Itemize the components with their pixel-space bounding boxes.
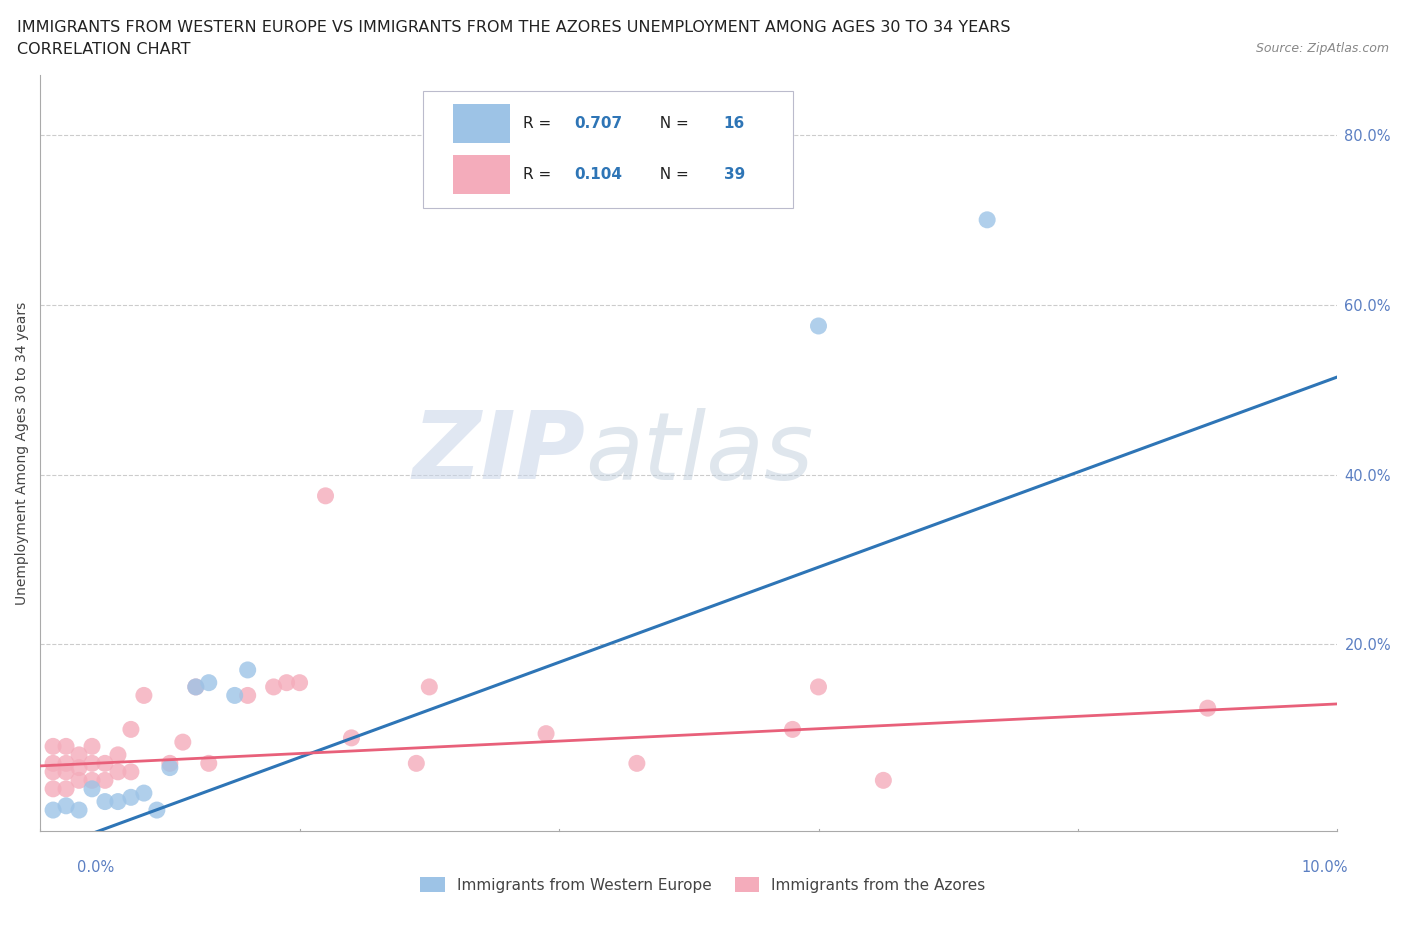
Point xyxy=(94,794,117,809)
Point xyxy=(67,773,90,788)
Point xyxy=(807,319,830,334)
Point xyxy=(184,680,207,695)
Text: atlas: atlas xyxy=(585,408,813,498)
Point xyxy=(55,798,77,813)
Text: Source: ZipAtlas.com: Source: ZipAtlas.com xyxy=(1256,42,1389,55)
Point xyxy=(120,764,142,779)
Point xyxy=(197,675,219,690)
Text: CORRELATION CHART: CORRELATION CHART xyxy=(17,42,190,57)
Point xyxy=(80,773,103,788)
Point xyxy=(418,680,440,695)
Point xyxy=(94,773,117,788)
Point xyxy=(107,794,129,809)
Point xyxy=(288,675,311,690)
Point xyxy=(80,756,103,771)
Point xyxy=(224,688,246,703)
Point xyxy=(534,726,557,741)
Point xyxy=(67,803,90,817)
Point xyxy=(120,790,142,804)
Point xyxy=(236,688,259,703)
Point xyxy=(120,722,142,737)
Text: 39: 39 xyxy=(724,167,745,182)
Point xyxy=(782,722,804,737)
Point xyxy=(132,786,155,801)
Point xyxy=(146,803,169,817)
Text: 0.0%: 0.0% xyxy=(77,860,114,875)
Point xyxy=(42,803,65,817)
Point xyxy=(42,756,65,771)
Point xyxy=(42,739,65,754)
Point xyxy=(184,680,207,695)
Text: R =: R = xyxy=(523,167,555,182)
Point xyxy=(626,756,648,771)
Text: ZIP: ZIP xyxy=(412,407,585,499)
Point xyxy=(80,739,103,754)
Point xyxy=(94,756,117,771)
Point xyxy=(107,764,129,779)
Text: R =: R = xyxy=(523,116,555,131)
Text: 16: 16 xyxy=(724,116,745,131)
Point xyxy=(276,675,298,690)
Text: 0.707: 0.707 xyxy=(575,116,623,131)
Legend: Immigrants from Western Europe, Immigrants from the Azores: Immigrants from Western Europe, Immigran… xyxy=(415,871,991,899)
Point xyxy=(55,739,77,754)
FancyBboxPatch shape xyxy=(423,90,793,207)
Point xyxy=(172,735,194,750)
Point xyxy=(42,781,65,796)
Point xyxy=(263,680,285,695)
Point xyxy=(872,773,894,788)
Point xyxy=(159,756,181,771)
FancyBboxPatch shape xyxy=(453,155,510,194)
Point xyxy=(67,748,90,763)
Text: 10.0%: 10.0% xyxy=(1301,860,1348,875)
Point xyxy=(315,488,337,503)
Point xyxy=(55,781,77,796)
Point xyxy=(1197,700,1219,715)
Text: N =: N = xyxy=(650,167,693,182)
Point xyxy=(42,764,65,779)
Y-axis label: Unemployment Among Ages 30 to 34 years: Unemployment Among Ages 30 to 34 years xyxy=(15,301,30,605)
Text: N =: N = xyxy=(650,116,693,131)
Point xyxy=(340,730,363,745)
Point xyxy=(80,781,103,796)
Text: 0.104: 0.104 xyxy=(575,167,623,182)
Point xyxy=(197,756,219,771)
Point xyxy=(405,756,427,771)
Point xyxy=(67,760,90,775)
Point xyxy=(159,760,181,775)
Point xyxy=(807,680,830,695)
Point xyxy=(107,748,129,763)
Text: IMMIGRANTS FROM WESTERN EUROPE VS IMMIGRANTS FROM THE AZORES UNEMPLOYMENT AMONG : IMMIGRANTS FROM WESTERN EUROPE VS IMMIGR… xyxy=(17,20,1011,35)
FancyBboxPatch shape xyxy=(453,104,510,143)
Point xyxy=(236,662,259,677)
Point xyxy=(132,688,155,703)
Point xyxy=(55,764,77,779)
Point xyxy=(976,212,998,227)
Point xyxy=(55,756,77,771)
